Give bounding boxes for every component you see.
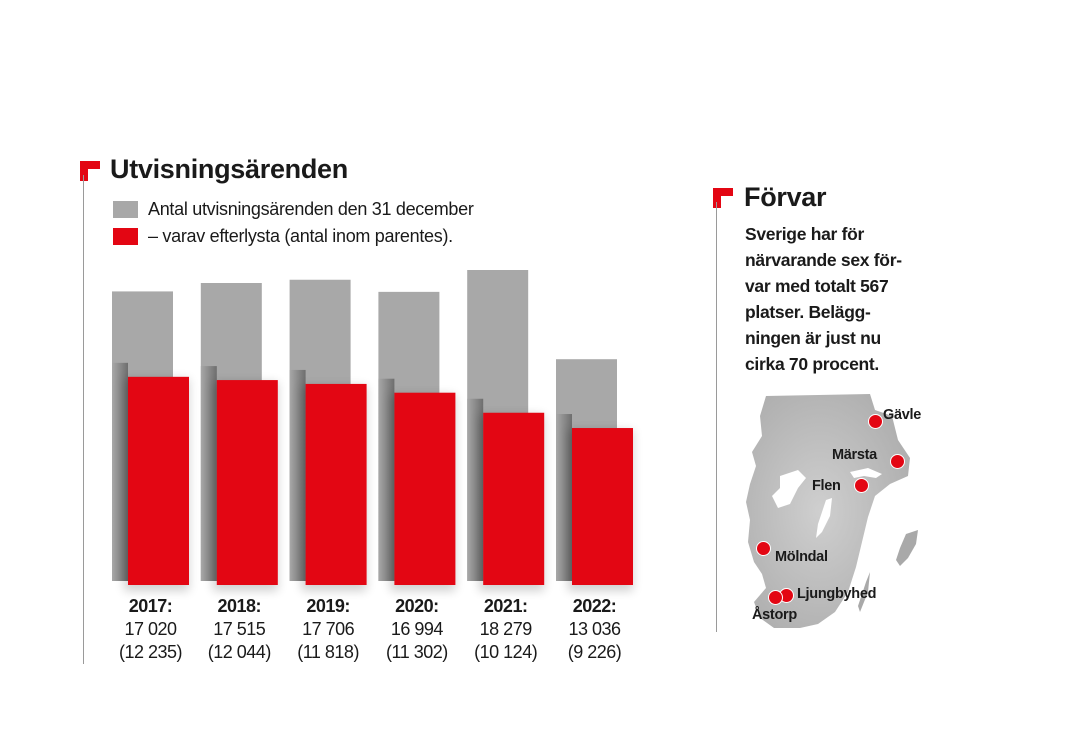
legend-swatch-red bbox=[113, 228, 138, 245]
lake-vanern bbox=[772, 470, 806, 508]
bar-wanted-2022 bbox=[572, 428, 633, 585]
year-label: 2017: bbox=[128, 596, 173, 616]
bar-wanted-2017 bbox=[128, 376, 189, 585]
year-label: 2020: bbox=[395, 596, 439, 616]
value-label-total: 18 279 bbox=[479, 619, 533, 639]
forvar-description: Sverige har för närvarande sex för- var … bbox=[745, 221, 945, 377]
legend-item-total: Antal utvisningsärenden den 31 december bbox=[113, 199, 474, 220]
city-label-astorp: Åstorp bbox=[752, 607, 797, 623]
value-label-total: 17 515 bbox=[213, 619, 266, 639]
city-label-flen: Flen bbox=[812, 478, 841, 494]
forvar-line: cirka 70 procent. bbox=[745, 354, 879, 374]
city-label-ljungbyhed: Ljungbyhed bbox=[797, 586, 877, 602]
year-label: 2018: bbox=[217, 596, 262, 616]
chart-title: Utvisningsärenden bbox=[110, 154, 348, 184]
map-landmass bbox=[746, 394, 918, 628]
bar-wanted-2018 bbox=[216, 380, 278, 585]
city-label-marsta: Märsta bbox=[832, 447, 877, 463]
value-label-wanted: (9 226) bbox=[567, 642, 622, 662]
city-label-gavle: Gävle bbox=[883, 407, 921, 423]
bar-wanted-2020 bbox=[394, 392, 456, 585]
map-marker-flen bbox=[854, 478, 869, 493]
city-label-molndal: Mölndal bbox=[775, 549, 828, 565]
lake-vattern bbox=[816, 498, 832, 538]
sweden-map: Gävle Märsta Flen Mölndal Ljungbyhed Åst… bbox=[740, 392, 930, 642]
bar-wanted-2021 bbox=[483, 412, 545, 585]
value-label-total: 17 706 bbox=[302, 619, 355, 639]
value-label-wanted: (12 235) bbox=[118, 642, 183, 662]
bar-wanted-2019 bbox=[305, 383, 367, 585]
year-label: 2022: bbox=[572, 596, 617, 616]
lake-malaren bbox=[850, 468, 882, 478]
gotland-shape bbox=[896, 530, 918, 566]
x-label-2018: 2018: 17 515 (12 044) bbox=[194, 595, 284, 664]
x-label-2020: 2020: 16 994 (11 302) bbox=[372, 595, 462, 664]
legend-label-wanted: – varav efterlysta (antal inom parentes)… bbox=[148, 226, 453, 246]
map-marker-gavle bbox=[868, 414, 883, 429]
value-label-wanted: (11 302) bbox=[386, 642, 448, 662]
forvar-line: platser. Belägg- bbox=[745, 302, 871, 322]
forvar-line: ningen är just nu bbox=[745, 328, 881, 348]
value-label-total: 16 994 bbox=[390, 619, 444, 639]
bar-chart bbox=[112, 270, 633, 591]
oland-shape bbox=[858, 572, 870, 612]
x-label-2017: 2017: 17 020 (12 235) bbox=[106, 595, 196, 664]
map-marker-molndal bbox=[756, 541, 771, 556]
value-label-total: 13 036 bbox=[568, 619, 621, 639]
x-label-2019: 2019: 17 706 (11 818) bbox=[283, 595, 373, 664]
year-label: 2021: bbox=[483, 596, 528, 616]
forvar-line: var med totalt 567 bbox=[745, 276, 889, 296]
value-label-wanted: (12 044) bbox=[207, 642, 272, 662]
x-label-2021: 2021: 18 279 (10 124) bbox=[461, 595, 551, 664]
section-rule-utvisning bbox=[83, 175, 84, 664]
section-rule-forvar bbox=[716, 202, 717, 632]
forvar-line: närvarande sex för- bbox=[745, 250, 902, 270]
section-marker-utvisning bbox=[80, 161, 100, 181]
map-marker-marsta bbox=[890, 454, 905, 469]
x-label-2022: 2022: 13 036 (9 226) bbox=[550, 595, 640, 664]
value-label-wanted: (11 818) bbox=[297, 642, 359, 662]
legend-item-wanted: – varav efterlysta (antal inom parentes)… bbox=[113, 226, 453, 247]
forvar-title: Förvar bbox=[744, 182, 827, 212]
map-marker-astorp bbox=[768, 590, 783, 605]
value-label-wanted: (10 124) bbox=[474, 642, 538, 662]
legend-label-total: Antal utvisningsärenden den 31 december bbox=[148, 199, 474, 219]
value-label-total: 17 020 bbox=[124, 619, 177, 639]
year-label: 2019: bbox=[306, 596, 350, 616]
legend-swatch-gray bbox=[113, 201, 138, 218]
section-marker-forvar bbox=[713, 188, 733, 208]
forvar-line: Sverige har för bbox=[745, 224, 865, 244]
